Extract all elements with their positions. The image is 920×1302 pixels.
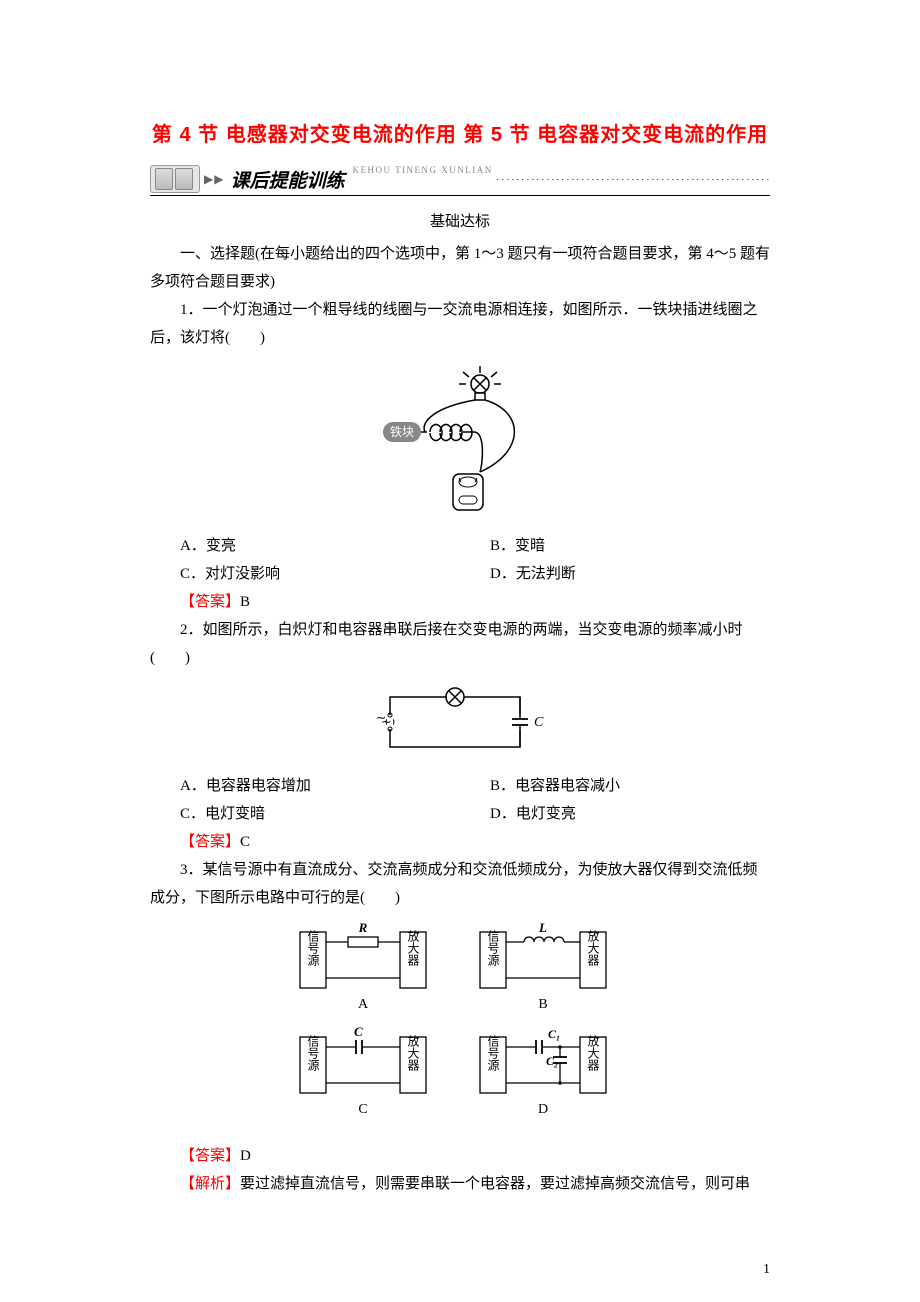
arrow-icon: ▶▶ — [204, 172, 224, 187]
cap-label: C — [534, 715, 544, 730]
q3-answer: 【答案】D — [150, 1142, 770, 1170]
q3-explanation: 【解析】要过滤掉直流信号，则需要串联一个电容器，要过滤掉高频交流信号，则可串 — [150, 1170, 770, 1198]
answer-label: 【答案】 — [180, 834, 240, 850]
svg-text:放大器: 放大器 — [586, 929, 600, 967]
q3-answer-value: D — [240, 1148, 251, 1164]
q2-opt-b: B．电容器电容减小 — [460, 772, 770, 800]
svg-text:信号源: 信号源 — [306, 1035, 320, 1072]
q3-figure: 信号源 放大器 R A 信号源 放大器 L B 信号源 — [150, 922, 770, 1132]
svg-text:信号源: 信号源 — [486, 930, 500, 967]
answer-label: 【答案】 — [180, 594, 240, 610]
q1-opt-d: D．无法判断 — [460, 560, 770, 588]
svg-text:∼: ∼ — [381, 714, 392, 729]
q2-options: A．电容器电容增加 B．电容器电容减小 C．电灯变暗 D．电灯变亮 — [150, 772, 770, 828]
q2-opt-d: D．电灯变亮 — [460, 800, 770, 828]
svg-text:放大器: 放大器 — [406, 1034, 420, 1072]
q1-opt-c: C．对灯没影响 — [150, 560, 460, 588]
page-number: 1 — [763, 1262, 770, 1278]
svg-text:信号源: 信号源 — [306, 930, 320, 967]
q1-opt-b: B．变暗 — [460, 532, 770, 560]
iron-label: 铁块 — [390, 425, 414, 439]
banner-icon-group — [150, 165, 200, 193]
svg-text:C₂: C₂ — [546, 1054, 558, 1068]
answer-label: 【答案】 — [180, 1148, 240, 1164]
svg-text:D: D — [538, 1102, 548, 1117]
section-heading: 基础达标 — [150, 210, 770, 231]
banner-pinyin: KEHOU TINENG XUNLIAN — [352, 165, 492, 175]
q1-opt-a: A．变亮 — [150, 532, 460, 560]
q1-answer-value: B — [240, 594, 250, 610]
q2-answer: 【答案】C — [150, 828, 770, 856]
q2-opt-a: A．电容器电容增加 — [150, 772, 460, 800]
q2-stem: 2．如图所示，白炽灯和电容器串联后接在交变电源的两端，当交变电源的频率减小时( … — [150, 616, 770, 672]
q1-options: A．变亮 B．变暗 C．对灯没影响 D．无法判断 — [150, 532, 770, 588]
svg-text:放大器: 放大器 — [586, 1034, 600, 1072]
q3-explanation-text: 要过滤掉直流信号，则需要串联一个电容器，要过滤掉高频交流信号，则可串 — [240, 1176, 750, 1192]
book-icon — [155, 168, 173, 190]
q3-stem: 3．某信号源中有直流成分、交流高频成分和交流低频成分，为使放大器仅得到交流低频成… — [150, 856, 770, 912]
svg-text:C: C — [358, 1102, 367, 1117]
svg-text:B: B — [538, 997, 547, 1012]
svg-text:R: R — [358, 922, 368, 935]
page-title: 第 4 节 电感器对交变电流的作用 第 5 节 电容器对交变电流的作用 — [150, 118, 770, 147]
explain-label: 【解析】 — [180, 1176, 240, 1192]
q2-figure: ∼ ∼ C — [150, 682, 770, 762]
q2-opt-c: C．电灯变暗 — [150, 800, 460, 828]
svg-text:C: C — [354, 1024, 363, 1039]
divider — [150, 195, 770, 196]
svg-text:C₁: C₁ — [548, 1027, 560, 1041]
svg-text:A: A — [358, 997, 369, 1012]
svg-text:放大器: 放大器 — [406, 929, 420, 967]
svg-text:L: L — [538, 922, 547, 935]
q1-answer: 【答案】B — [150, 588, 770, 616]
training-banner: ▶▶ 课后提能训练 KEHOU TINENG XUNLIAN — [150, 165, 770, 193]
dotted-line — [497, 179, 770, 180]
svg-text:信号源: 信号源 — [486, 1035, 500, 1072]
q1-stem: 1．一个灯泡通过一个粗导线的线圈与一交流电源相连接，如图所示．一铁块插进线圈之后… — [150, 296, 770, 352]
book-icon — [175, 168, 193, 190]
q1-figure: 铁块 — [150, 362, 770, 522]
intro-text: 一、选择题(在每小题给出的四个选项中，第 1～3 题只有一项符合题目要求，第 4… — [150, 240, 770, 296]
banner-text: 课后提能训练 — [230, 166, 344, 193]
q2-answer-value: C — [240, 834, 250, 850]
